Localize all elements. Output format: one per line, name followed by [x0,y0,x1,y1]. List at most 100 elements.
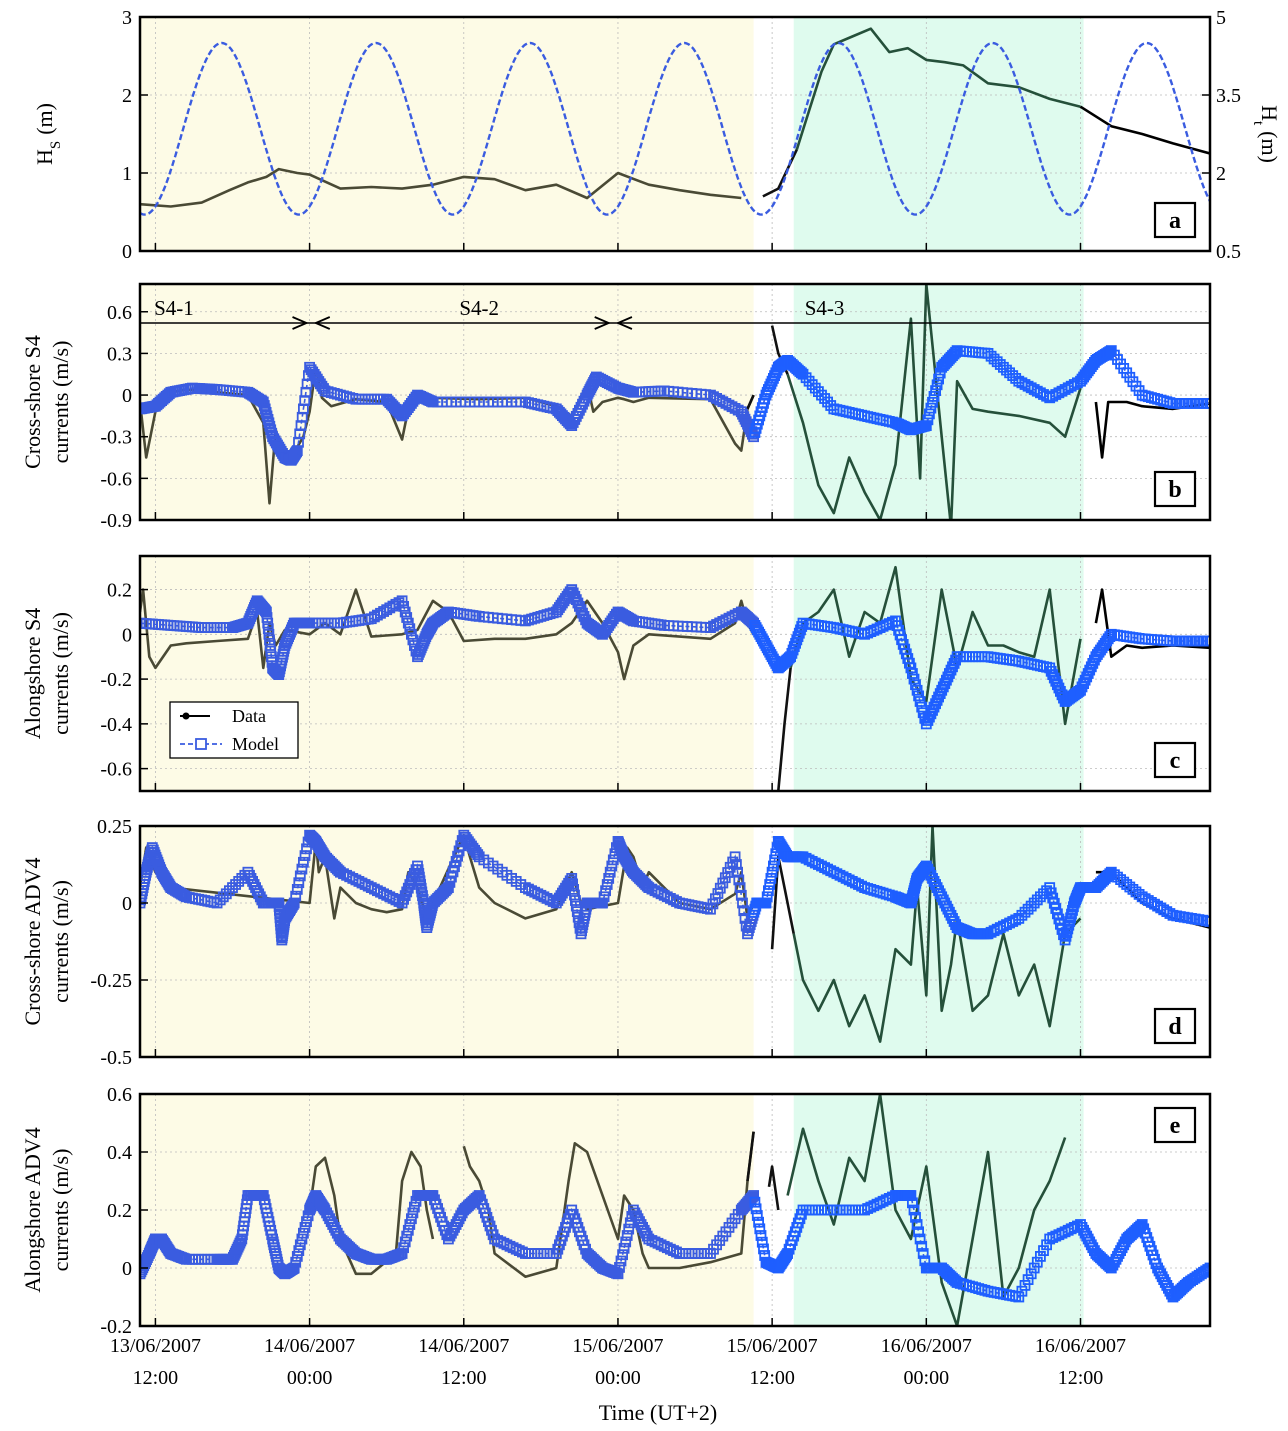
model-marker [1001,364,1012,376]
model-marker [577,607,588,619]
y2-tick-label: 3.5 [1216,85,1241,107]
model-marker [910,679,921,691]
model-marker [598,891,610,903]
model-marker [600,885,611,897]
model-marker [1007,916,1019,927]
y-tick-label: -0.9 [100,510,132,532]
model-marker [794,366,806,377]
y-tick-label: 0.6 [107,302,132,324]
y2-tick-label: 2 [1216,163,1226,185]
model-marker [597,897,608,909]
model-marker [612,1268,624,1280]
y2label-sub: t [1250,121,1266,126]
segment-label: S4-3 [805,296,845,320]
shading-green [793,556,1084,791]
data-line-c-1 [746,622,792,791]
y-tick-label: 0.25 [97,816,132,838]
model-marker [731,859,742,870]
model-marker [732,866,743,878]
model-marker [883,618,895,629]
model-marker [404,1219,416,1230]
model-marker [1204,397,1210,409]
model-marker [922,414,934,426]
model-marker [792,631,804,642]
model-marker [1031,1256,1043,1268]
panel-letter: e [1170,1113,1181,1139]
data-line-a-hs-3 [1079,105,1210,155]
model-marker [793,627,805,639]
x-tick-label-date: 14/06/2007 [418,1335,509,1357]
model-marker [618,1242,630,1254]
y-tick-label: 3 [122,7,132,29]
model-marker [998,361,1009,373]
model-marker [1007,370,1019,382]
model-marker [766,866,778,878]
model-marker [1079,674,1091,686]
model-marker [939,678,951,689]
y-tick-label: 0 [122,624,132,646]
model-marker [924,711,935,723]
model-marker [1022,903,1034,915]
model-marker [261,410,273,422]
x-tick-label-date: 15/06/2007 [727,1335,818,1357]
model-marker [942,671,954,683]
model-marker [750,1203,762,1215]
plot-area-c [140,565,1210,791]
model-marker [566,873,578,884]
model-marker [797,368,809,380]
model-marker [1022,1274,1034,1285]
model-marker [944,668,955,679]
legend-data-marker [182,712,190,720]
model-marker [401,1230,413,1242]
model-marker [290,1256,302,1268]
model-marker [914,1233,926,1245]
model-marker [758,1243,769,1255]
model-marker [1038,1245,1049,1256]
model-marker [296,1233,308,1245]
data-line-b-3 [1094,400,1210,459]
segment-arrowhead [615,316,633,330]
model-marker [913,690,924,702]
y-tick-label: 0.6 [107,1084,132,1106]
model-marker [1035,891,1046,903]
y-tick-label: 0.2 [107,580,132,602]
shading-yellow [140,826,754,1057]
y-axis-label-line1: Cross-shore ADV4 [20,857,45,1025]
model-marker [230,879,242,890]
legend-model-marker [195,738,207,750]
data-line-a-hs-0 [140,167,742,208]
data-line-b-2 [786,284,1082,520]
model-marker [910,1211,921,1223]
model-marker [569,590,581,602]
x-tick-label-time: 12:00 [441,1367,487,1389]
ylabel-sub: S [48,141,64,149]
y-tick-label: 0 [122,1258,132,1280]
model-marker [293,877,305,889]
y-tick-label: 1 [122,163,132,185]
panel-c: -0.6 -0.4 -0.2 0 0.2 Alongshore S4 currents (m… [20,554,1212,793]
model-marker [378,606,390,617]
model-marker [396,595,408,607]
model-marker [933,373,944,385]
model-marker [291,884,303,895]
model-marker [982,347,994,359]
model-marker [1078,678,1089,689]
y-axis-label-line1: Cross-shore S4 [20,335,45,469]
x-tick-label-time: 00:00 [595,1367,641,1389]
model-marker [570,594,582,605]
panel-letter-box [1153,1106,1197,1144]
model-marker [803,375,815,387]
data-line-d-2 [792,826,1082,1043]
y-tick-label: -0.25 [90,970,132,992]
model-marker [1082,668,1094,679]
model-marker [907,668,918,679]
model-marker [930,385,941,397]
model-marker [567,878,578,890]
model-marker [301,1216,312,1227]
y-axis-label-right: Ht (m) [1250,105,1282,163]
model-marker [930,698,941,710]
y-tick-label: 0 [122,385,132,407]
model-marker [927,705,938,716]
model-marker [936,684,948,696]
panel-letter-box [1153,741,1197,779]
